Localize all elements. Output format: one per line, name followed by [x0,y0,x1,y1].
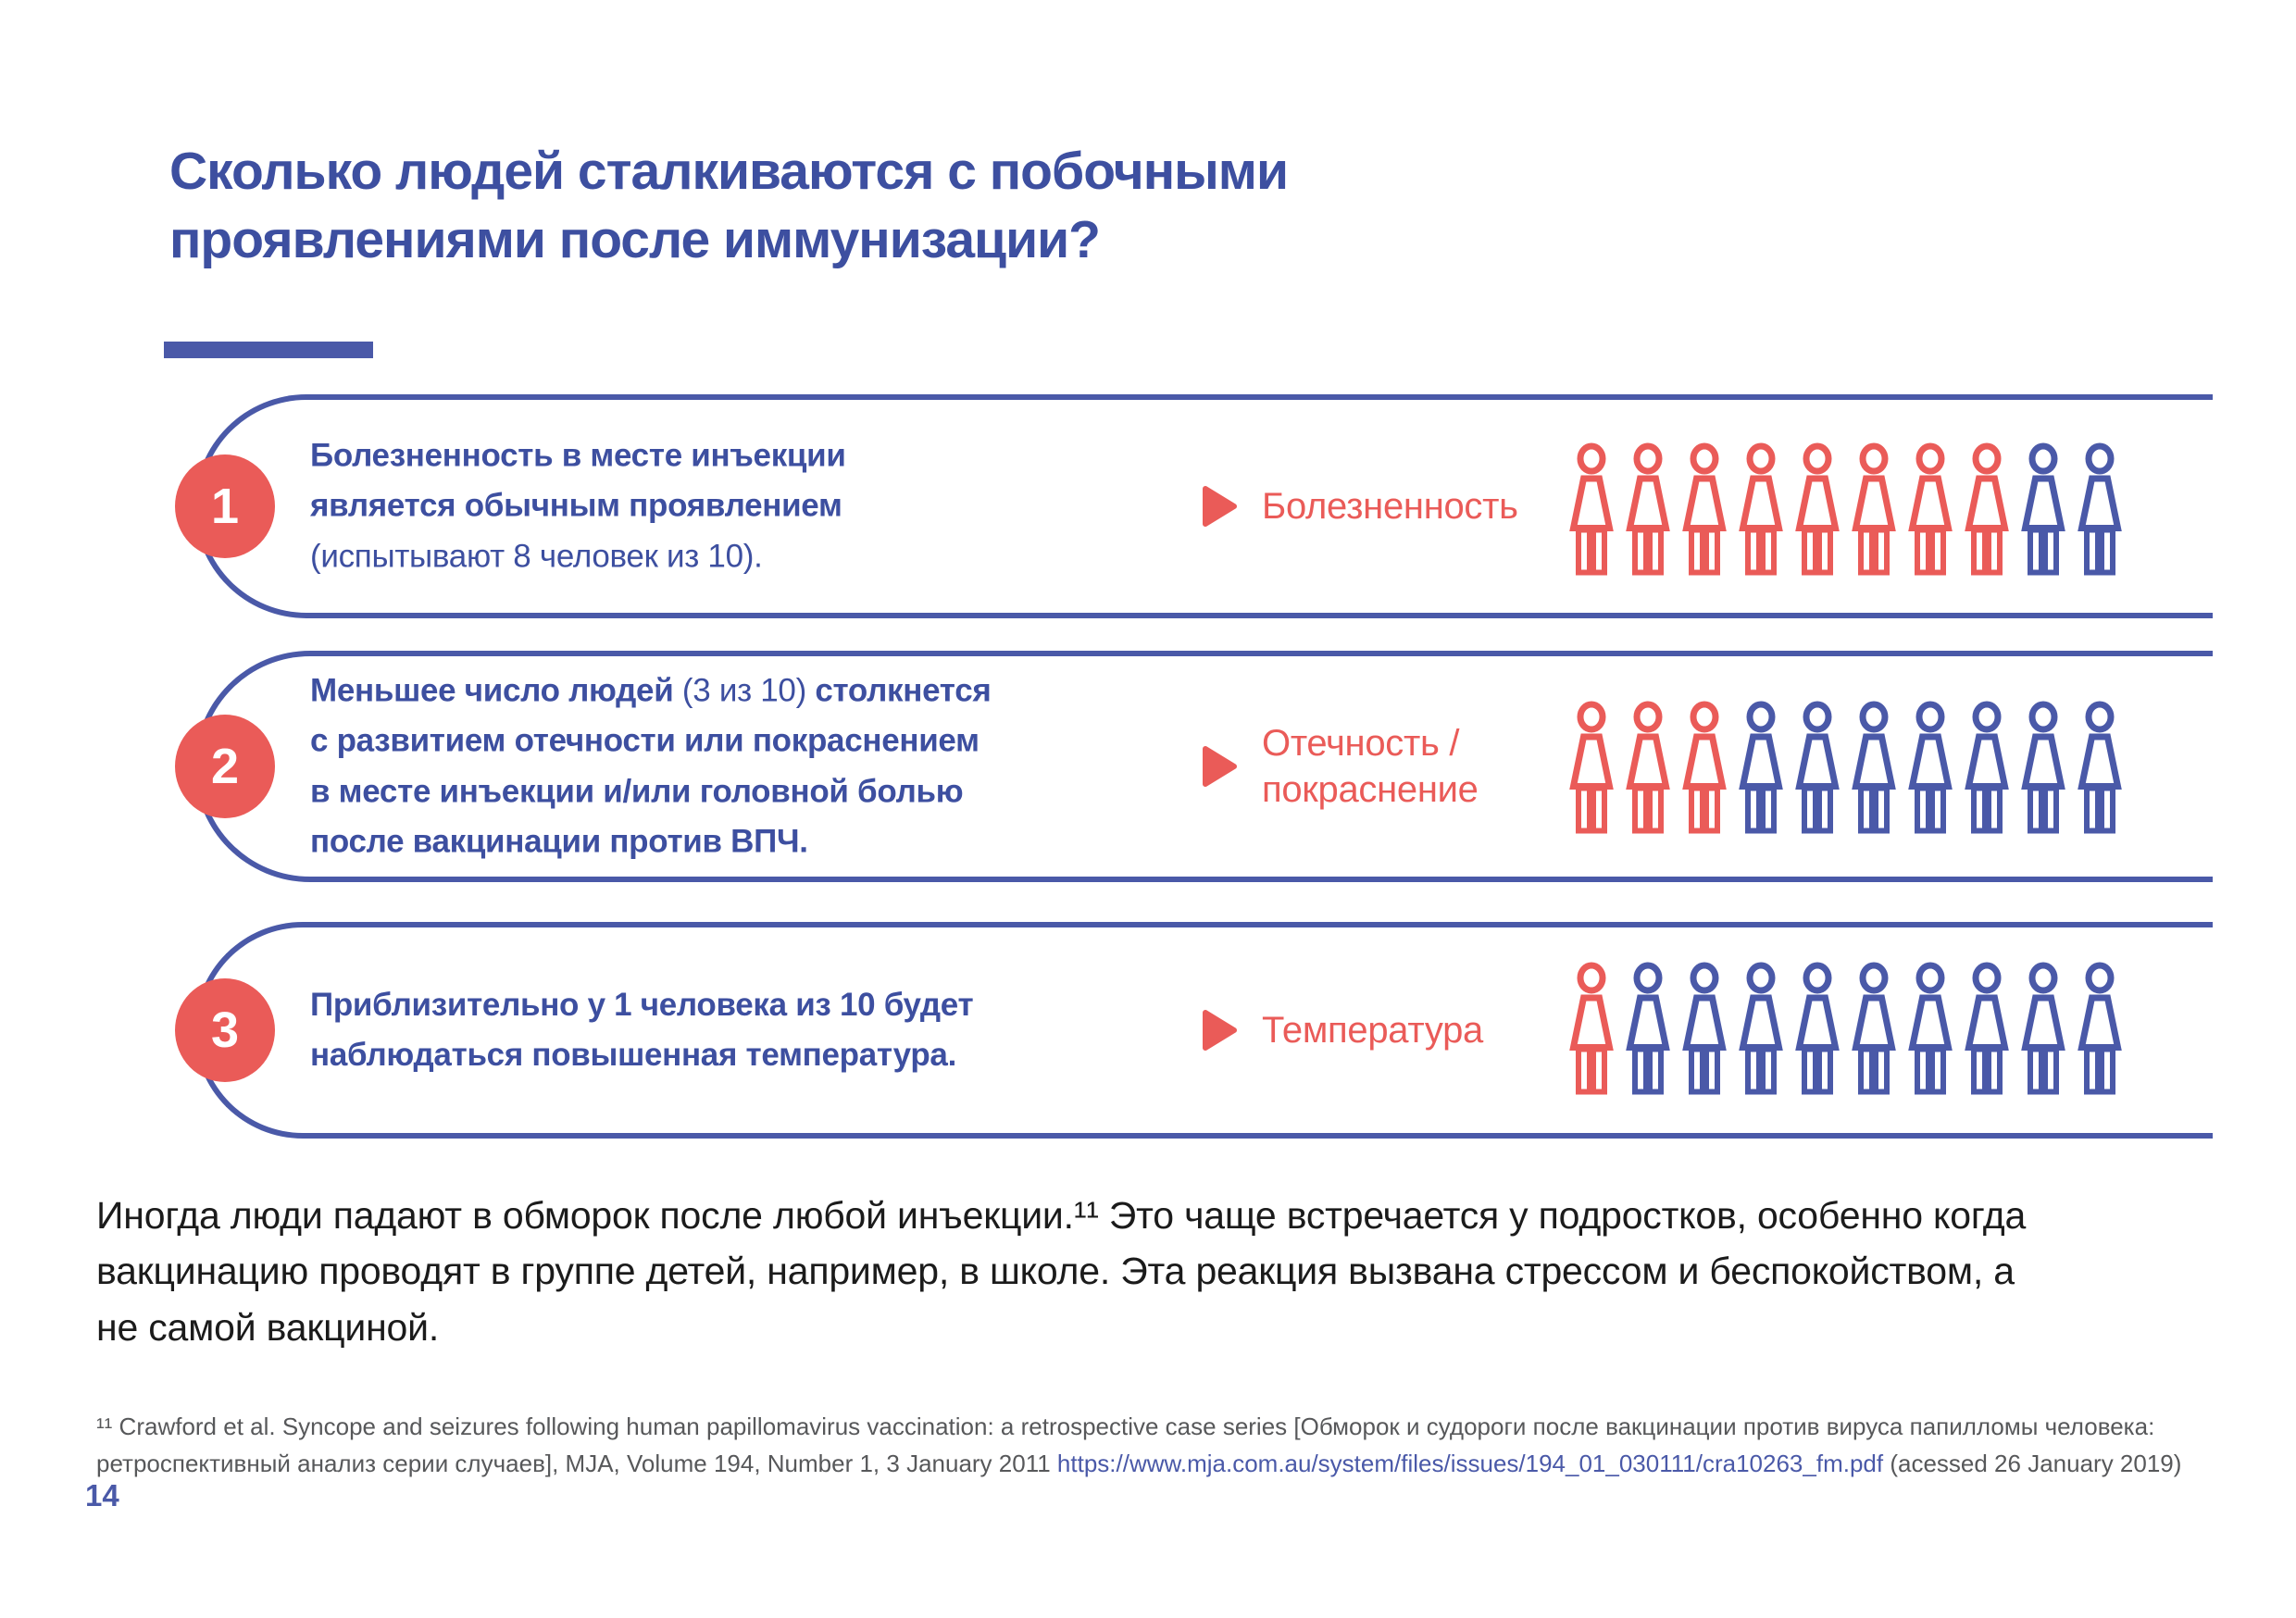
person-icon [1682,962,1727,1095]
text-line: (испытывают 8 человек из 10). [310,531,846,581]
label-soreness: Болезненность [1262,483,1518,529]
person-icon [1626,701,1670,834]
text-line: не самой вакциной. [96,1305,440,1349]
text-segment: Crawford et al. Syncope and seizures fol… [96,1413,2155,1478]
label-temperature: Температура [1262,1007,1483,1053]
text-line: Иногда люди падают в обморок после любой… [96,1194,2027,1237]
info-box-2-text: Меньшее число людей (3 из 10) столкнется… [310,666,992,867]
label-swelling-redness: Отечность / покраснение [1262,720,1479,813]
text-line: Меньшее число людей (3 из 10) столкнется [310,666,992,716]
person-icon [1852,701,1896,834]
text-line: Отечность / [1262,723,1460,764]
person-icon [1908,962,1953,1095]
page-title: Сколько людей сталкиваются с побочными п… [169,137,1289,274]
step-1-badge: 1 [175,454,275,558]
text-line: после вакцинации против ВПЧ. [310,816,991,866]
person-icon [2021,701,2065,834]
text-line: вакцинацию проводят в группе детей, напр… [96,1250,2015,1293]
step-3-badge: 3 [175,978,275,1082]
text-segment: (acessed 26 January 2019) [1883,1450,2182,1478]
text-segment: (испытывают 8 человек из 10). [310,538,763,575]
text-segment: (3 из 10) [681,672,806,709]
body-paragraph: Иногда люди падают в обморок после любой… [96,1188,2253,1355]
info-box-1-text: Болезненность в месте инъекции является о… [310,431,846,582]
text-segment: столкнется [805,672,992,709]
person-icon [2078,442,2122,576]
person-icon [1626,962,1670,1095]
person-icon [1795,701,1840,834]
text-segment: Болезненность в месте инъекции [310,437,846,474]
person-icon [1795,442,1840,576]
text-segment: после вакцинации против ВПЧ. [310,823,808,860]
person-icon [1795,962,1840,1095]
label-group-3: Температура [1201,1007,1483,1053]
person-icon [1682,442,1727,576]
text-line: покраснение [1262,769,1479,810]
person-icon [1965,962,2009,1095]
person-icon [1908,442,1953,576]
footnote-reference: ¹¹ Crawford et al. Syncope and seizures … [96,1408,2235,1483]
text-segment: Меньшее число людей [310,672,682,709]
person-icon [1739,701,1783,834]
text-segment: является обычным проявлением [310,487,842,524]
title-underline-bar [164,342,373,358]
person-icon [1569,701,1614,834]
text-line: Температура [1262,1010,1483,1051]
arrow-right-icon [1203,486,1237,527]
person-icon [2078,701,2122,834]
info-box-3-text: Приблизительно у 1 человека из 10 будет н… [310,980,974,1081]
text-segment: с развитием отечности или покраснением [310,722,980,759]
pictogram-row-2 [1569,701,2122,836]
arrow-right-icon [1203,746,1237,787]
person-icon [1908,701,1953,834]
arrow-right-icon [1203,1010,1237,1051]
text-segment: ¹¹ [96,1413,119,1440]
person-icon [2021,962,2065,1095]
person-icon [2021,442,2065,576]
text-line: Приблизительно у 1 человека из 10 будет [310,980,974,1030]
text-segment: в месте инъекции и/или головной болью [310,773,964,809]
label-group-1: Болезненность [1201,483,1518,529]
text-segment: наблюдаться повышенная температура. [310,1037,956,1073]
page-title-line1: Сколько людей сталкиваются с побочными [169,142,1289,201]
text-line: наблюдаться повышенная температура. [310,1030,973,1080]
page-title-line2: проявлениями после иммунизации? [169,210,1101,270]
pictogram-row-3 [1569,962,2122,1097]
person-icon [1626,442,1670,576]
footnote-url-link[interactable]: https://www.mja.com.au/system/files/issu… [1056,1450,1884,1478]
person-icon [1682,701,1727,834]
person-icon [1569,442,1614,576]
text-line: является обычным проявлением [310,481,846,531]
text-line: Болезненность в месте инъекции [310,431,846,481]
step-2-badge: 2 [175,715,275,818]
page-number: 14 [85,1478,119,1512]
person-icon [1739,962,1783,1095]
text-line: в месте инъекции и/или головной болью [310,766,991,816]
person-icon [1965,442,2009,576]
person-icon [1852,962,1896,1095]
text-segment: Приблизительно у 1 человека из 10 будет [310,986,974,1023]
person-icon [1965,701,2009,834]
person-icon [1569,962,1614,1095]
pictogram-row-1 [1569,442,2122,578]
label-group-2: Отечность / покраснение [1201,720,1479,813]
person-icon [2078,962,2122,1095]
text-line: Болезненность [1262,486,1518,527]
text-line: с развитием отечности или покраснением [310,716,991,766]
person-icon [1852,442,1896,576]
person-icon [1739,442,1783,576]
